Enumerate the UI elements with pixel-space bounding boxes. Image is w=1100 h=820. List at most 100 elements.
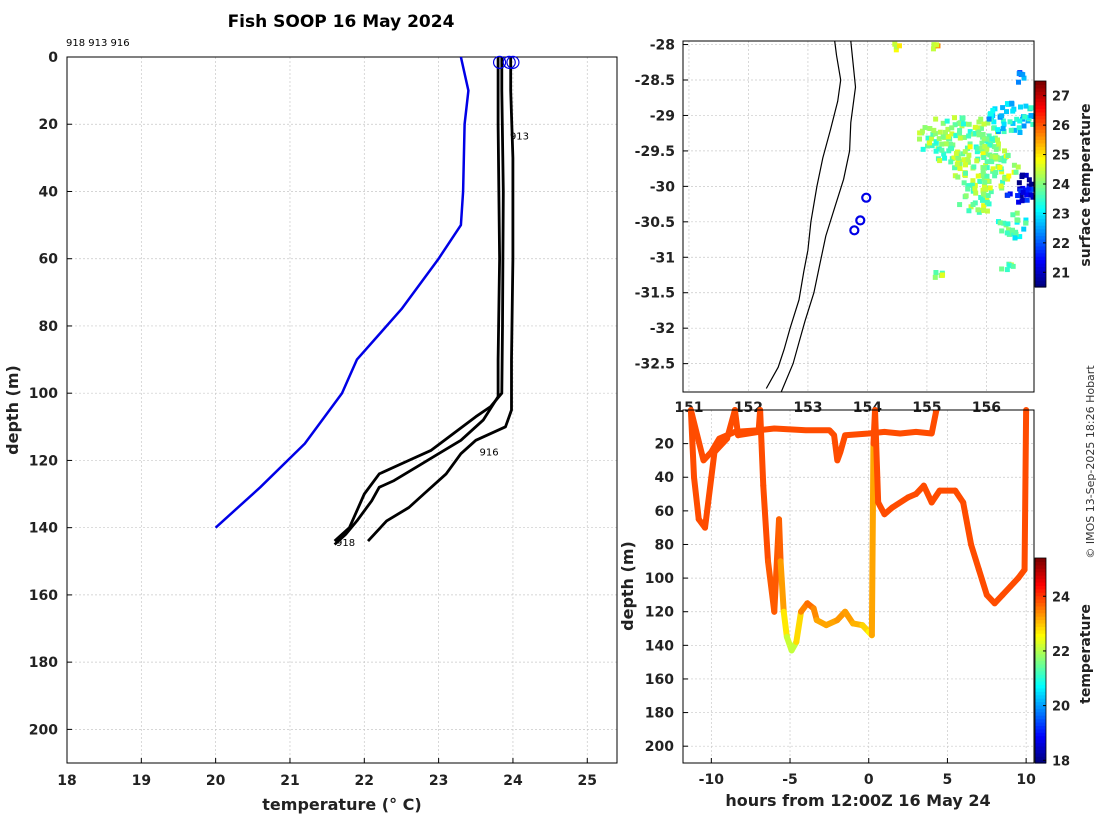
map-sst-cell <box>1022 114 1028 120</box>
map-sst-cell <box>990 166 996 172</box>
map-sst-cell <box>933 139 939 145</box>
map-sst-cell <box>965 157 971 163</box>
map-sst-cell <box>1007 119 1013 125</box>
profile-y-tick-label: 60 <box>39 252 59 268</box>
track-colorbar-segment <box>1035 749 1046 754</box>
map-sst-cell <box>978 116 984 122</box>
track-y-tick-label: 180 <box>645 706 674 722</box>
profile-x-tick-label: 21 <box>280 773 299 789</box>
map-sst-cell <box>1008 127 1014 133</box>
track-colorbar-segment <box>1035 674 1046 679</box>
profile-y-tick-label: 40 <box>39 184 59 200</box>
track-colorbar-segment <box>1035 735 1046 740</box>
map-colorbar-segment <box>1035 259 1046 264</box>
profile-lines: 913 916 918 <box>214 55 529 549</box>
track-colorbar-segment <box>1035 581 1046 586</box>
map-sst-cell <box>971 164 977 170</box>
track-colorbar-frame <box>1034 557 1047 764</box>
map-sst-cell <box>1015 164 1021 170</box>
map-sst-cell <box>1029 181 1035 187</box>
map-sst-cell <box>942 129 948 135</box>
map-colorbar-segment <box>1035 170 1046 175</box>
map-sst-cell <box>927 126 933 132</box>
map-colorbar-segment <box>1035 132 1046 137</box>
map-colorbar-segment <box>1035 98 1046 103</box>
map-colorbar-segment <box>1035 242 1046 247</box>
profile-y-tick-label: 160 <box>29 588 58 604</box>
track-colorbar-segment <box>1035 616 1046 621</box>
track-colorbar-segment <box>1035 646 1046 651</box>
map-sst-cell <box>988 189 994 195</box>
map-colorbar-segment <box>1035 180 1046 185</box>
map-colorbar-segment <box>1035 91 1046 96</box>
map-sst-patches <box>892 41 1037 280</box>
map-sst-cell <box>987 185 993 191</box>
map-sst-cell <box>955 174 961 180</box>
map-colorbar-segment <box>1035 187 1046 192</box>
map-sst-cell <box>933 116 939 122</box>
map-colorbar-segment <box>1035 262 1046 267</box>
map-sst-cell <box>1006 227 1012 233</box>
map-colorbar-segment <box>1035 101 1046 106</box>
map-sst-cell <box>1017 130 1023 136</box>
track-colorbar-tick-label: 18 <box>1052 754 1070 769</box>
track-colorbar-segment <box>1035 663 1046 668</box>
map-sst-cell <box>989 153 995 159</box>
map-sst-cell <box>949 145 955 151</box>
map-colorbar-tick-label: 26 <box>1052 119 1070 134</box>
map-sst-cell <box>967 129 973 135</box>
map-colorbar-segment <box>1035 159 1046 164</box>
track-colorbar-segment <box>1035 701 1046 706</box>
map-sst-cell <box>939 272 945 278</box>
track-colorbar-segment <box>1035 670 1046 675</box>
map-sst-cell <box>1015 193 1021 199</box>
map-sst-cell <box>990 168 996 174</box>
map-station-marker <box>855 215 866 226</box>
map-colorbar-segment <box>1035 177 1046 182</box>
map-sst-cell <box>956 120 962 126</box>
map-sst-cell <box>993 169 999 175</box>
map-y-tick-label: -28.5 <box>635 73 675 89</box>
map-sst-cell <box>981 176 987 182</box>
track-y-tick-label: 160 <box>645 672 674 688</box>
track-colorbar: 18 20 22 24 <box>1034 557 1070 769</box>
track-ylabel: depth (m) <box>618 541 637 631</box>
track-colorbar-segment <box>1035 725 1046 730</box>
map-sst-cell <box>1030 121 1036 127</box>
map-colorbar-segment <box>1035 283 1046 288</box>
map-sst-cell <box>993 146 999 152</box>
map-sst-cell <box>1010 120 1016 126</box>
track-y-tick-label: 40 <box>655 470 675 486</box>
profile-xlabel: temperature (° C) <box>262 795 421 814</box>
map-sst-cell <box>954 161 960 167</box>
profile-label-918: 918 <box>336 538 355 549</box>
map-sst-cell <box>1000 105 1006 111</box>
profile-y-tick-label: 20 <box>39 117 59 133</box>
map-sst-cell <box>932 274 938 280</box>
map-sst-cell <box>979 140 985 146</box>
track-colorbar-segment <box>1035 667 1046 672</box>
track-x-tick-label: 5 <box>943 772 953 788</box>
track-colorbar-segment <box>1035 578 1046 583</box>
track-colorbar-segment <box>1035 718 1046 723</box>
map-sst-cell <box>1024 187 1030 193</box>
track-colorbar-segment <box>1035 640 1046 645</box>
map-sst-cell <box>966 208 972 214</box>
map-sst-cell <box>933 148 939 154</box>
map-sst-cell <box>1005 176 1011 182</box>
map-sst-cell <box>984 165 990 171</box>
track-colorbar-segment <box>1035 715 1046 720</box>
map-sst-cell <box>975 207 981 213</box>
map-sst-cell <box>999 169 1005 175</box>
map-colorbar-segment <box>1035 218 1046 223</box>
map-sst-cell <box>931 42 937 48</box>
map-colorbar-segment <box>1035 118 1046 123</box>
map-sst-cell <box>970 178 976 184</box>
map-colorbar-segment <box>1035 232 1046 237</box>
map-sst-cell <box>967 141 973 147</box>
map-sst-cell <box>977 178 983 184</box>
map-sst-cell <box>946 134 952 140</box>
map-sst-cell <box>934 42 940 48</box>
map-sst-cell <box>987 142 993 148</box>
map-sst-cell <box>999 228 1005 234</box>
